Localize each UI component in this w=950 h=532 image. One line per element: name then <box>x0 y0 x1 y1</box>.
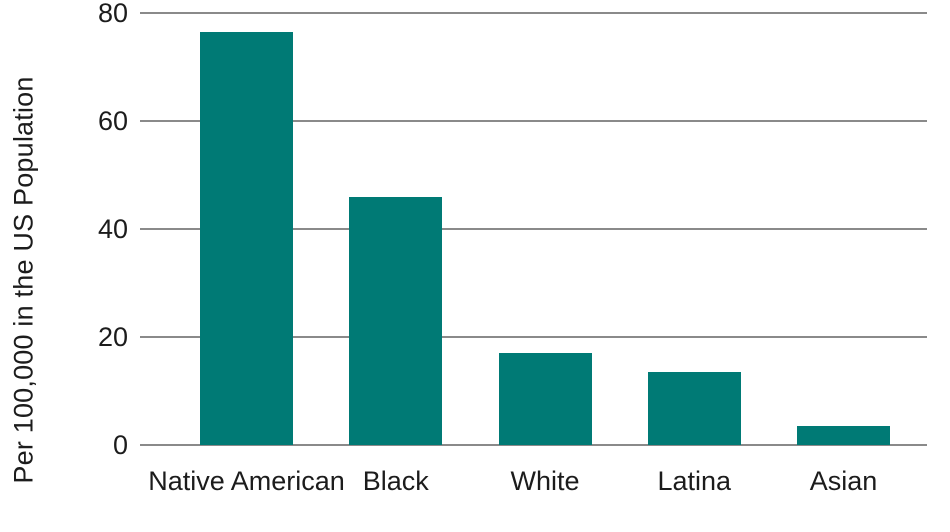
x-axis-category-labels: Native American Black White Latina Asian <box>140 466 927 508</box>
gridline-20 <box>140 336 927 338</box>
x-label-native-american: Native American <box>148 466 345 496</box>
y-tick-label-40: 40 <box>97 214 128 244</box>
gridline-40 <box>140 228 927 230</box>
bar-native-american <box>200 31 293 445</box>
y-tick-label-0: 0 <box>112 430 128 460</box>
y-axis-tick-labels: 0 20 40 60 80 <box>0 0 128 459</box>
gridline-80 <box>140 12 927 14</box>
bar-black <box>349 196 443 445</box>
gridline-60 <box>140 120 927 122</box>
x-label-white: White <box>510 466 580 496</box>
gridline-0 <box>140 444 927 446</box>
y-tick-label-20: 20 <box>97 322 128 352</box>
bar-latina <box>647 372 741 445</box>
x-label-black: Black <box>362 466 429 496</box>
x-label-latina: Latina <box>657 466 732 496</box>
plot-area <box>140 12 927 446</box>
bar-white <box>498 353 592 445</box>
bar-asian <box>797 426 890 445</box>
y-tick-label-60: 60 <box>97 106 128 136</box>
x-label-asian: Asian <box>809 466 878 496</box>
y-tick-label-80: 80 <box>97 0 128 28</box>
